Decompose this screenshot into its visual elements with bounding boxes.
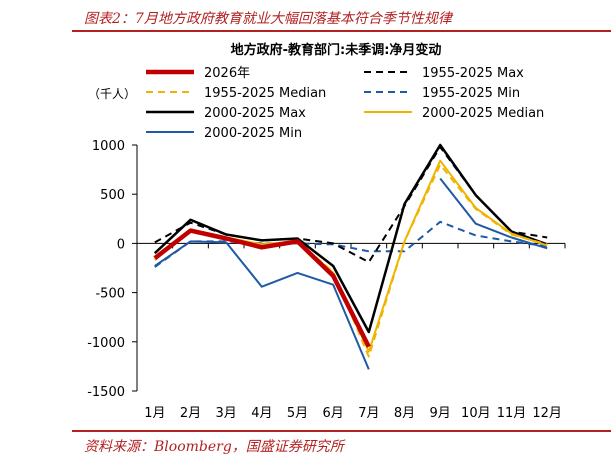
y-tick-label: 500: [100, 188, 125, 203]
x-tick-label: 2月: [180, 406, 201, 421]
series-line-3: [153, 143, 548, 334]
figure-title: 图表2：7月地方政府教育就业大幅回落基本符合季节性规律: [84, 11, 452, 27]
legend-label: 2000-2025 Median: [422, 106, 544, 121]
chart-legend: 2026年 1955-2025 Max 1955-2025 Median 1955-2…: [146, 66, 544, 141]
y-tick-label: 0: [117, 237, 125, 252]
legend-label: 2000-2025 Max: [204, 106, 306, 121]
x-tick-label: 1月: [144, 406, 165, 421]
x-tick-label: 12月: [532, 406, 562, 421]
x-tick-label: 11月: [497, 406, 527, 421]
top-rule: [72, 30, 611, 32]
chart-axes: 1000 500 0 -500 -1000 -1500 1月 2月 3月 4月 5月 6月 7月 8月 9月…: [87, 139, 566, 421]
series-line-1: [154, 220, 548, 268]
series-line-6: [153, 228, 371, 348]
x-tick-label: 10月: [461, 406, 491, 421]
x-tick-label: 9月: [430, 406, 451, 421]
source-note: 资料来源：Bloomberg，国盛证券研究所: [84, 439, 344, 455]
chart-series: [153, 143, 548, 370]
x-tick-label: 8月: [394, 406, 415, 421]
legend-label: 1955-2025 Median: [204, 86, 326, 101]
x-tick-label: 3月: [216, 406, 237, 421]
legend-label: 1955-2025 Min: [422, 86, 520, 101]
series-line-0: [154, 240, 370, 370]
x-tick-label: 4月: [251, 406, 272, 421]
legend-label: 1955-2025 Max: [422, 66, 524, 81]
y-tick-label: -500: [95, 287, 125, 302]
legend-label: 2026年: [204, 66, 250, 81]
x-tick-label: 7月: [358, 406, 379, 421]
x-tick-label: 5月: [287, 406, 308, 421]
legend-label: 2000-2025 Min: [204, 126, 302, 141]
y-axis-unit-label: （千人）: [88, 87, 136, 101]
series-line-5: [154, 159, 548, 353]
bottom-rule: [72, 430, 611, 432]
y-tick-label: 1000: [92, 139, 125, 154]
chart-title: 地方政府-教育部门:未季调:净月变动: [231, 42, 442, 58]
x-tick-label: 6月: [323, 406, 344, 421]
y-tick-label: -1500: [87, 385, 125, 400]
y-tick-label: -1000: [87, 336, 125, 351]
